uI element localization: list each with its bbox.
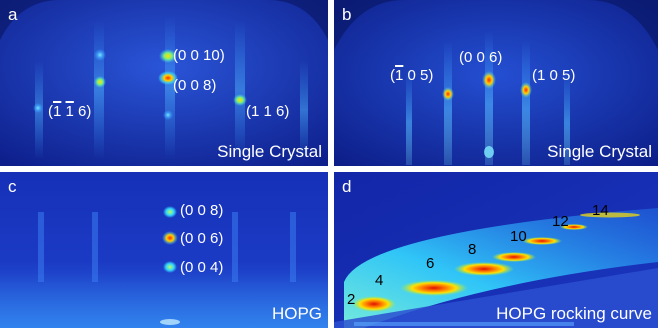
order-label: 12 <box>552 213 569 230</box>
order-label: 2 <box>347 291 356 308</box>
order-label: 8 <box>468 241 477 258</box>
panel-d: d 2 4 6 8 10 12 14 HOPG rocking curve <box>334 172 658 328</box>
rocking-curve-map <box>334 172 658 328</box>
reflection-label: (0 0 8) <box>180 202 224 219</box>
reflection-label: (1 1 6) <box>246 103 290 120</box>
panel-c: c (0 0 8) (0 0 6) (0 0 4) HOPG <box>0 172 328 328</box>
reflection-label: (1 0 5) <box>390 67 434 84</box>
panel-label: c <box>8 177 17 196</box>
panel-a: a (0 0 10) (0 0 8) (1 1 6) (1 1 6) Singl… <box>0 0 328 166</box>
panel-label: d <box>342 177 352 196</box>
reflection-label: (1 0 5) <box>532 67 576 84</box>
reflection-label: (1 1 6) <box>48 103 92 120</box>
diffraction-pattern-a <box>0 0 328 166</box>
reflection-label: (0 0 4) <box>180 259 224 276</box>
order-label: 6 <box>426 255 435 272</box>
order-label: 10 <box>510 228 527 245</box>
panel-b: b (0 0 6) (1 0 5) (1 0 5) Single Crystal <box>334 0 658 166</box>
panel-label: a <box>8 5 18 24</box>
reflection-label: (0 0 10) <box>173 47 225 64</box>
panel-caption: HOPG <box>271 304 322 323</box>
order-label: 4 <box>375 272 384 289</box>
reflection-label: (0 0 8) <box>173 77 217 94</box>
panel-caption: Single Crystal <box>547 142 652 161</box>
reflection-label: (0 0 6) <box>459 49 503 66</box>
diffraction-pattern-c <box>0 172 328 328</box>
diffraction-pattern-b <box>334 0 658 166</box>
order-label: 14 <box>592 202 609 219</box>
panel-caption: HOPG rocking curve <box>496 304 652 323</box>
panel-caption: Single Crystal <box>217 142 322 161</box>
reflection-label: (0 0 6) <box>180 230 224 247</box>
panel-label: b <box>342 5 352 24</box>
